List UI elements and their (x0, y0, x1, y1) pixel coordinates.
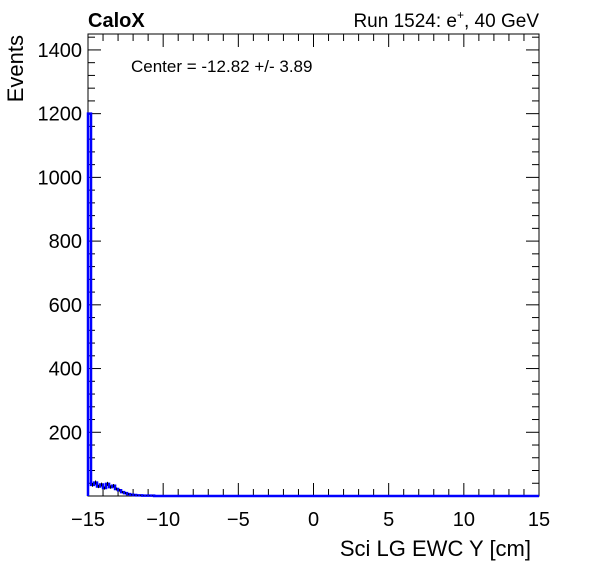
x-tick-label: −5 (227, 509, 250, 531)
center-annotation: Center = -12.82 +/- 3.89 (131, 57, 312, 76)
y-tick-label: 800 (49, 231, 82, 253)
y-tick-label: 200 (49, 422, 82, 444)
tick-labels: −15 −10 −5 0 5 10 15 200 400 600 800 1000 1200 1400 (38, 40, 551, 531)
x-tick-label: −10 (146, 509, 180, 531)
y-tick-label: 1000 (38, 167, 83, 189)
x-tick-label: 0 (308, 509, 319, 531)
x-tick-label: −15 (71, 509, 105, 531)
y-tick-label: 1400 (38, 40, 83, 62)
plot-frame (88, 34, 539, 496)
y-tick-label: 600 (49, 295, 82, 317)
x-tick-label: 15 (528, 509, 550, 531)
experiment-label: CaloX (88, 10, 145, 32)
x-axis-label: Sci LG EWC Y [cm] (340, 536, 531, 561)
x-tick-label: 5 (383, 509, 394, 531)
x-tick-label: 10 (453, 509, 475, 531)
histogram-line (88, 114, 539, 496)
histogram-error-bars (93, 481, 153, 496)
axis-ticks (88, 34, 539, 496)
run-label: Run 1524: e+, 40 GeV (353, 8, 539, 32)
y-tick-label: 1200 (38, 104, 83, 126)
y-tick-label: 400 (49, 359, 82, 381)
y-axis-label: Events (3, 35, 28, 102)
